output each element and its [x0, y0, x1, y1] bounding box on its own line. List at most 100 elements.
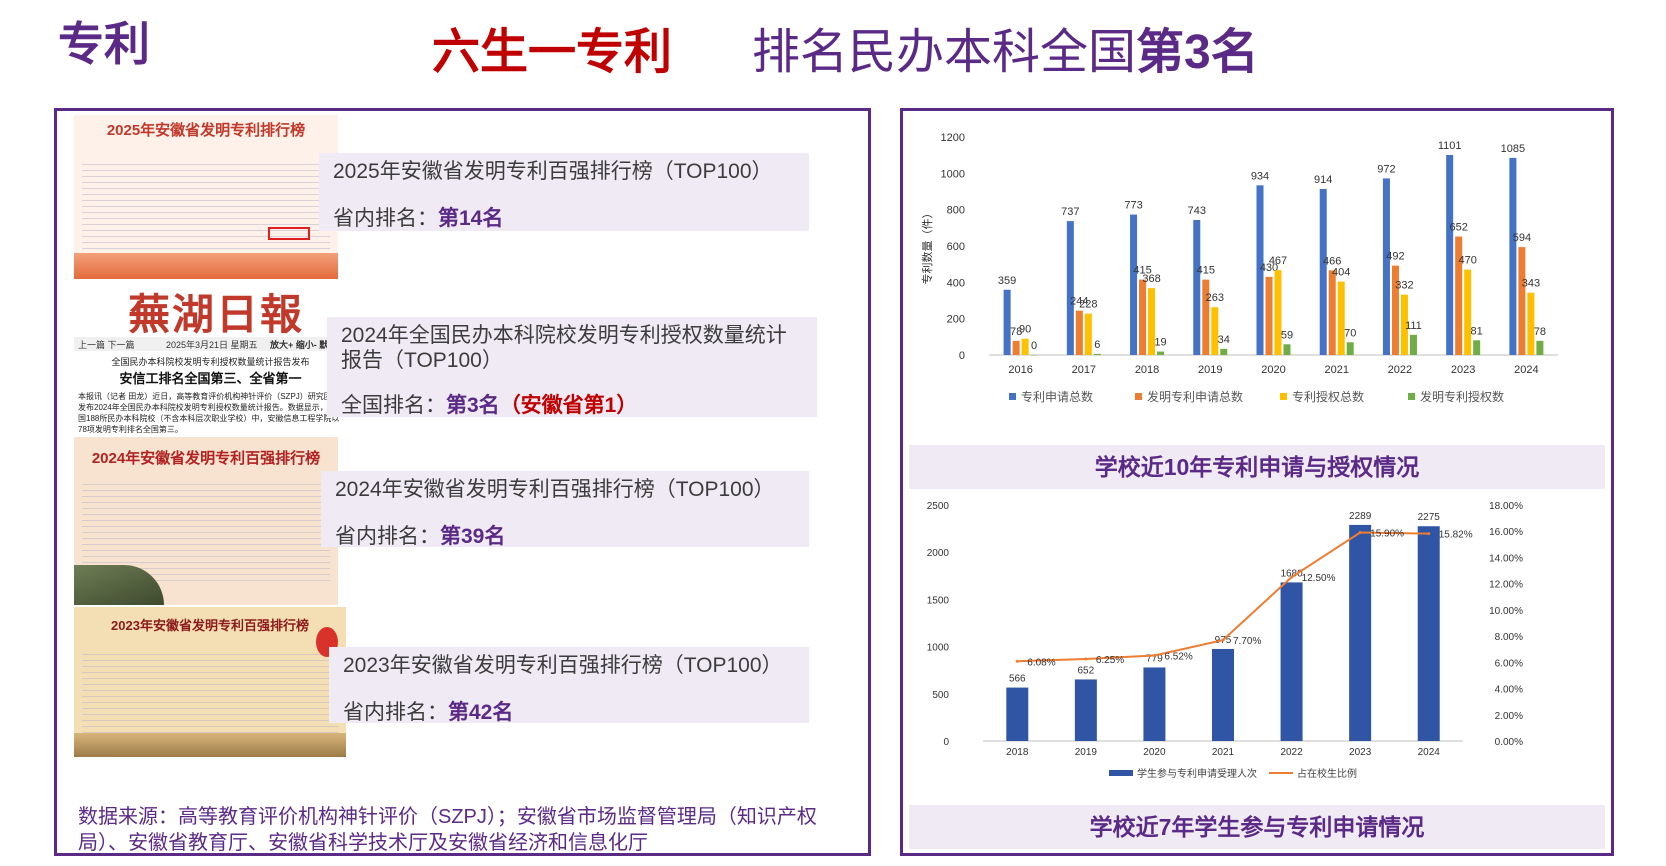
y-tick-label: 0: [943, 737, 949, 748]
x-tick-label: 2022: [1388, 364, 1412, 376]
y2-tick-label: 6.00%: [1495, 658, 1523, 669]
bar-4: [1283, 344, 1291, 355]
y-axis-label: 专利数量（件）: [920, 208, 934, 285]
poster-text-lines: [82, 651, 338, 733]
ratio-data-label: 6.52%: [1164, 652, 1192, 663]
legend-label: 发明专利授权数: [1420, 389, 1504, 404]
data-label: 332: [1395, 280, 1413, 292]
ranking-item: 2025年安徽省发明专利百强排行榜（TOP100） 省内排名：第14名: [319, 153, 809, 231]
bar-1: [1193, 220, 1201, 355]
data-label: 343: [1522, 278, 1540, 290]
legend-swatch: [1408, 393, 1415, 400]
charts-panel: 0 200 400 600 800 1000 1200 专利数量（件） 2016 359 78 90 0…: [900, 108, 1614, 856]
bar-data-label: 779: [1146, 653, 1163, 664]
x-tick-label: 2020: [1143, 747, 1166, 758]
data-label: 0: [1031, 340, 1037, 352]
poster-title: 2023年安徽省发明专利百强排行榜: [111, 618, 309, 633]
x-tick-label: 2024: [1514, 364, 1538, 376]
data-label: 415: [1197, 265, 1215, 277]
chart2-caption: 学校近7年学生参与专利申请情况: [909, 805, 1605, 849]
ranking-item: 2024年全国民办本科院校发明专利授权数量统计报告（TOP100） 全国排名：第…: [327, 317, 817, 417]
data-label: 404: [1332, 267, 1350, 279]
ratio-data-label: 6.25%: [1096, 655, 1124, 666]
data-label: 743: [1188, 205, 1206, 217]
x-tick-label: 2023: [1349, 747, 1372, 758]
x-tick-label: 2022: [1280, 747, 1303, 758]
data-label: 415: [1133, 265, 1151, 277]
ratio-point: [1290, 575, 1294, 579]
poster-text-lines: [82, 159, 330, 255]
legend-label: 发明专利申请总数: [1147, 389, 1243, 404]
ranking-poster-2024: 2024年安徽省发明专利百强排行榜: [74, 437, 338, 605]
bar-3: [1337, 281, 1345, 355]
x-tick-label: 2018: [1006, 747, 1029, 758]
legend-label: 学生参与专利申请受理人次: [1137, 767, 1257, 780]
data-label: 430: [1260, 262, 1278, 274]
legend-swatch: [1135, 393, 1142, 400]
headline-red: 六生一专利: [432, 26, 673, 79]
ratio-data-label: 7.70%: [1233, 636, 1261, 647]
ratio-point: [1152, 654, 1156, 658]
newspaper-clipping: 蕪湖日報 上一篇 下一篇 2025年3月21日 星期五 放大+ 缩小- 默认 全…: [74, 281, 347, 453]
ranking-item: 2023年安徽省发明专利百强排行榜（TOP100） 省内排名：第42名: [329, 647, 809, 724]
bar-2: [1265, 276, 1273, 355]
data-label: 1085: [1501, 143, 1525, 155]
data-label: 972: [1377, 163, 1395, 175]
y-tick-label: 2500: [927, 501, 950, 512]
bar-1: [1319, 188, 1327, 355]
data-label: 111: [1405, 320, 1422, 332]
x-tick-label: 2024: [1418, 747, 1441, 758]
bar-3: [1148, 288, 1156, 355]
headline-purple: 排名民办本科全国: [752, 26, 1137, 79]
bar-4: [1093, 353, 1101, 355]
y-tick-label: 1500: [927, 595, 950, 606]
ranking-title: 2024年安徽省发明专利百强排行榜（TOP100）: [335, 478, 775, 501]
x-tick-label: 2019: [1075, 747, 1098, 758]
patent-bar-chart: 020040060080010001200专利数量（件）201635978900…: [920, 132, 1558, 404]
bar-2: [1391, 265, 1399, 355]
bar-2: [1455, 236, 1463, 355]
legend-swatch: [1280, 393, 1287, 400]
ratio-data-label: 15.90%: [1370, 529, 1404, 540]
y2-tick-label: 2.00%: [1495, 711, 1523, 722]
y-tick-label: 0: [959, 350, 965, 362]
section-title: 专利: [58, 18, 150, 70]
y2-tick-label: 16.00%: [1489, 527, 1523, 538]
bar-data-label: 566: [1009, 674, 1026, 685]
bar-1: [1382, 178, 1390, 355]
data-label: 934: [1251, 170, 1269, 182]
ranking-label: 省内排名：: [333, 207, 438, 231]
bar: [1417, 526, 1440, 741]
ranking-title: 2023年安徽省发明专利百强排行榜（TOP100）: [343, 654, 783, 677]
bar-2: [1075, 310, 1083, 355]
ratio-point: [1358, 531, 1362, 535]
poster-skyline: [74, 253, 338, 279]
newspaper-subhead: 全国民办本科院校发明专利授权数量统计报告发布: [111, 357, 310, 367]
data-label: 359: [998, 275, 1016, 287]
x-tick-label: 2019: [1198, 364, 1222, 376]
x-tick-label: 2016: [1008, 364, 1032, 376]
data-label: 19: [1154, 337, 1166, 349]
data-label: 470: [1458, 255, 1476, 267]
bar-1: [1256, 185, 1264, 355]
ratio-data-label: 15.82%: [1439, 530, 1473, 541]
bar-2: [1202, 279, 1210, 355]
data-label: 737: [1061, 206, 1079, 218]
data-label: 228: [1079, 299, 1097, 311]
poster-landscape: [74, 733, 346, 757]
y2-tick-label: 10.00%: [1489, 606, 1523, 617]
bar-4: [1220, 348, 1228, 355]
student-patent-chart: 0 500 1000 1500 2000 2500 0.00% 2.00% 4.00% 6.00%…: [927, 501, 1523, 780]
y-tick-label: 1000: [927, 643, 950, 654]
bar-4: [1346, 342, 1354, 355]
poster-title: 2024年安徽省发明专利百强排行榜: [91, 450, 321, 467]
bar-3: [1464, 269, 1472, 355]
ranking-label: 省内排名：: [335, 525, 440, 549]
y2-tick-label: 18.00%: [1489, 501, 1523, 512]
y-tick-label: 2000: [927, 548, 950, 559]
ranking-value: 第39名: [440, 525, 506, 549]
legend-swatch: [1109, 770, 1133, 776]
ratio-point: [1427, 532, 1431, 536]
y-tick-label: 800: [947, 205, 965, 217]
data-label: 914: [1314, 174, 1332, 186]
